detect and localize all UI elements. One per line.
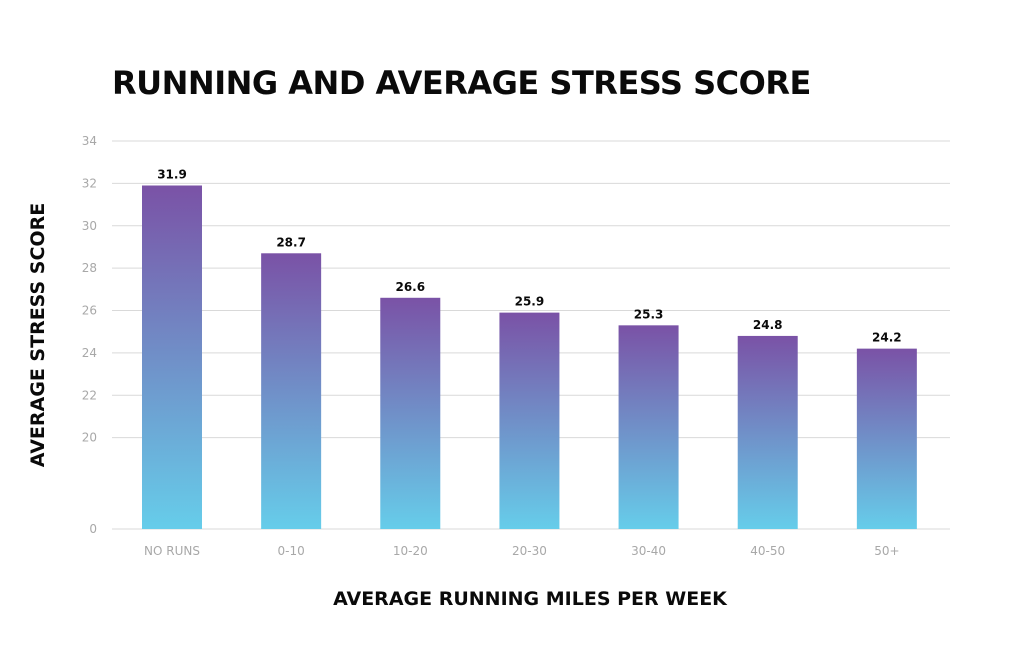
bar-value-label: 25.9 <box>515 295 545 309</box>
bars <box>142 185 917 529</box>
bar-value-label: 28.7 <box>276 235 306 249</box>
bar <box>380 297 441 529</box>
bar-value-label: 24.8 <box>753 318 783 332</box>
x-tick-label: 30-40 <box>631 544 666 558</box>
x-tick-label: 0-10 <box>278 544 305 558</box>
y-tick-label: 0 <box>89 522 97 536</box>
x-tick-label: NO RUNS <box>144 544 200 558</box>
bar-value-label: 26.6 <box>395 280 425 294</box>
bar-value-label: 25.3 <box>634 307 664 321</box>
x-tick-label: 50+ <box>874 544 899 558</box>
y-tick-label: 22 <box>82 388 97 402</box>
bar <box>737 335 798 529</box>
x-tick-label: 20-30 <box>512 544 547 558</box>
bar-value-label: 24.2 <box>872 331 902 345</box>
chart-title: RUNNING AND AVERAGE STRESS SCORE <box>112 64 811 102</box>
labels: 34 32 30 28 26 24 22 20 0 31.9 NO RUNS 28.7 0-10 26.6… <box>82 134 902 558</box>
bar <box>261 253 322 529</box>
y-tick-label: 24 <box>82 346 97 360</box>
y-tick-label: 28 <box>82 261 97 275</box>
y-tick-label: 34 <box>82 134 97 148</box>
bar <box>856 348 917 529</box>
x-axis-label: AVERAGE RUNNING MILES PER WEEK <box>333 588 727 610</box>
bar <box>618 325 679 529</box>
bar <box>142 185 202 529</box>
y-tick-label: 26 <box>82 304 97 318</box>
y-tick-label: 20 <box>82 431 97 445</box>
x-tick-label: 10-20 <box>393 544 428 558</box>
bar <box>499 312 560 529</box>
x-tick-label: 40-50 <box>750 544 785 558</box>
bar-value-label: 31.9 <box>157 167 187 181</box>
y-tick-label: 32 <box>82 176 97 190</box>
y-tick-label: 30 <box>82 219 97 233</box>
